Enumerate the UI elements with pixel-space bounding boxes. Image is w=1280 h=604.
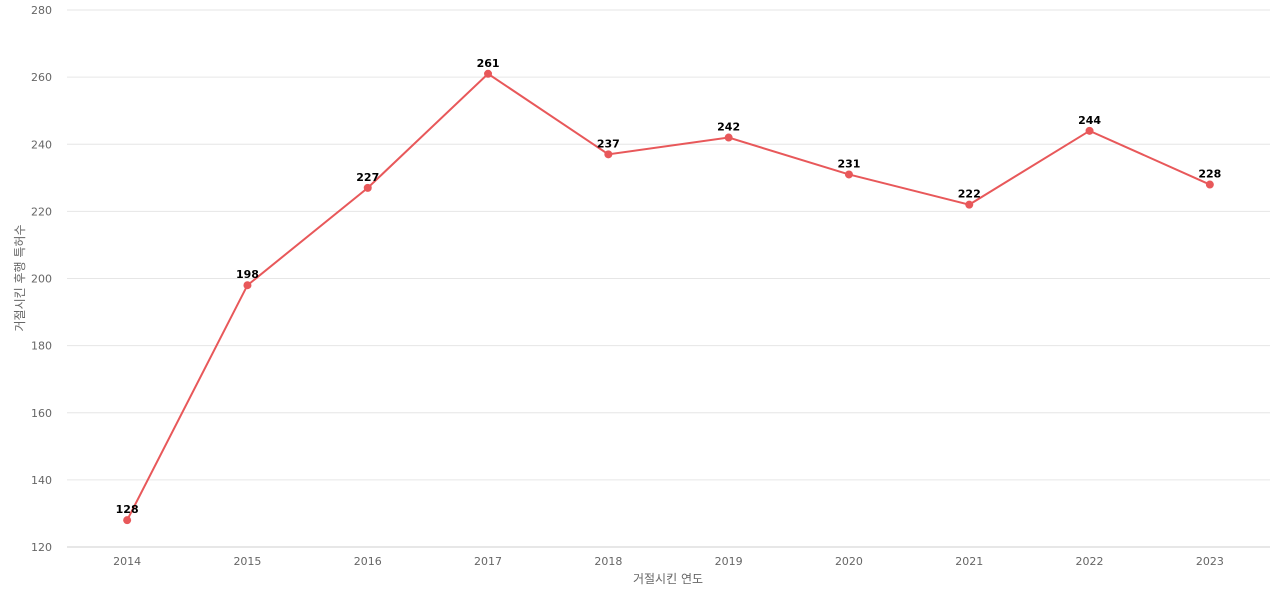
y-tick-label: 280: [31, 4, 52, 17]
y-tick-label: 260: [31, 71, 52, 84]
data-label: 237: [597, 137, 620, 150]
data-point[interactable]: [123, 516, 132, 525]
x-tick-label: 2016: [354, 555, 382, 568]
data-point[interactable]: [484, 69, 493, 78]
y-tick-label: 140: [31, 474, 52, 487]
y-tick-label: 200: [31, 273, 52, 286]
data-label: 231: [837, 157, 860, 170]
data-label: 228: [1198, 168, 1221, 181]
y-tick-label: 220: [31, 205, 52, 218]
x-tick-label: 2014: [113, 555, 141, 568]
data-label: 227: [356, 171, 379, 184]
y-tick-label: 160: [31, 407, 52, 420]
data-point[interactable]: [724, 133, 733, 142]
x-tick-label: 2022: [1076, 555, 1104, 568]
x-tick-label: 2023: [1196, 555, 1224, 568]
data-point[interactable]: [363, 183, 372, 192]
data-label: 128: [116, 503, 139, 516]
x-axis: 2014 2015 2016 2017 2018 2019 2020 2021 2022 2023: [67, 546, 1270, 568]
data-label: 198: [236, 268, 259, 281]
series: [123, 69, 1214, 525]
data-point[interactable]: [243, 281, 252, 290]
x-tick-label: 2015: [233, 555, 261, 568]
x-axis-title: 거절시킨 연도: [633, 572, 703, 586]
data-label: 244: [1078, 114, 1101, 127]
x-tick-label: 2021: [955, 555, 983, 568]
data-point[interactable]: [1205, 180, 1214, 189]
data-label: 222: [958, 188, 981, 201]
data-point[interactable]: [965, 200, 974, 209]
series-line: [126, 72, 1211, 521]
y-axis-title: 거절시킨 후행 특허수: [12, 225, 27, 332]
gridlines: [67, 9, 1270, 481]
y-tick-label: 180: [31, 340, 52, 353]
data-point[interactable]: [604, 150, 613, 159]
y-tick-label: 240: [31, 138, 52, 151]
data-label: 261: [477, 57, 500, 70]
data-labels: 128 198 227 261 237 242 231 222 244 228: [116, 57, 1222, 516]
data-point[interactable]: [1085, 126, 1094, 135]
x-tick-label: 2017: [474, 555, 502, 568]
data-point[interactable]: [844, 170, 853, 179]
x-tick-label: 2019: [715, 555, 743, 568]
data-label: 242: [717, 121, 740, 134]
y-axis: 120 140 160 180 200 220 240 260 280: [31, 4, 52, 554]
x-tick-label: 2018: [594, 555, 622, 568]
y-tick-label: 120: [31, 541, 52, 554]
x-tick-label: 2020: [835, 555, 863, 568]
